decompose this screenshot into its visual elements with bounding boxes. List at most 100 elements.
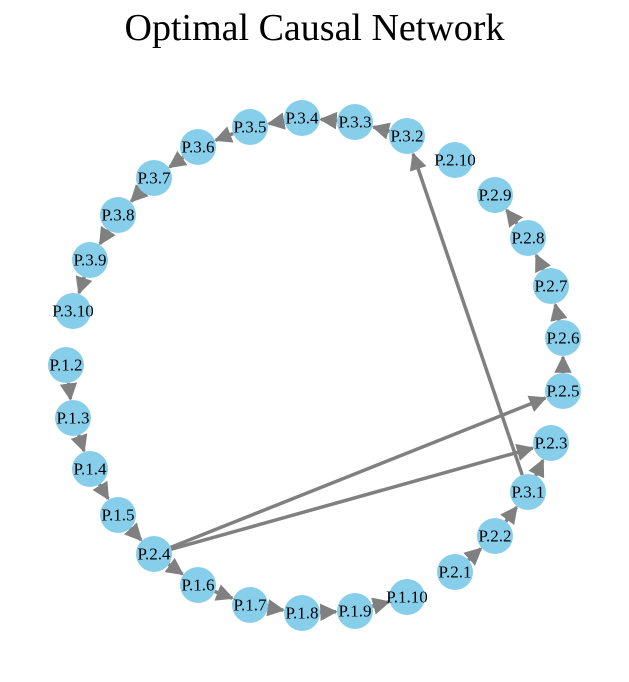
node-label: P.2.6	[546, 329, 579, 348]
node-P.2.6: P.2.6	[545, 320, 581, 356]
node-circle	[437, 554, 473, 590]
node-P.1.5: P.1.5	[100, 497, 136, 533]
node-circle	[100, 197, 136, 233]
node-circle	[180, 567, 216, 603]
node-circle	[477, 518, 513, 554]
edge-P.2.4-to-P.2.5	[170, 395, 547, 549]
edge-P.2.4-to-P.2.3	[170, 443, 535, 551]
edge-P.2.2-to-P.3.1	[500, 505, 518, 526]
node-P.1.2: P.1.2	[48, 347, 84, 383]
node-P.3.8: P.3.8	[100, 197, 136, 233]
node-P.1.7: P.1.7	[232, 587, 268, 623]
node-label: P.3.5	[233, 118, 266, 137]
node-P.2.4: P.2.4	[136, 536, 172, 572]
node-circle	[55, 400, 91, 436]
edge-P.2.4-to-P.1.6	[164, 557, 184, 576]
node-circle	[136, 536, 172, 572]
node-P.3.10: P.3.10	[52, 293, 94, 329]
node-P.2.2: P.2.2	[477, 518, 513, 554]
edge-P.1.5-to-P.2.4	[124, 522, 143, 542]
node-label: P.2.10	[434, 151, 476, 170]
edge-P.1.4-to-P.1.5	[92, 480, 110, 501]
node-label: P.3.8	[101, 206, 134, 225]
node-P.2.9: P.2.9	[477, 177, 513, 213]
node-P.1.4: P.1.4	[72, 451, 108, 487]
node-label: P.2.3	[534, 434, 567, 453]
node-label: P.1.8	[285, 604, 318, 623]
edge-P.2.6-to-P.2.7	[550, 302, 568, 322]
edge-P.1.8-to-P.1.9	[319, 603, 338, 622]
node-circle	[72, 451, 108, 487]
edge-P.3.9-to-P.3.10	[75, 275, 93, 295]
node-circle	[510, 220, 546, 256]
node-circle	[284, 595, 320, 631]
edge-P.3.8-to-P.3.9	[98, 225, 116, 246]
node-P.1.6: P.1.6	[180, 567, 216, 603]
node-P.2.1: P.2.1	[437, 554, 473, 590]
node-label: P.3.3	[338, 113, 371, 132]
node-label: P.3.4	[285, 109, 319, 128]
node-label: P.2.9	[478, 186, 511, 205]
node-circle	[545, 373, 581, 409]
node-P.3.5: P.3.5	[232, 109, 268, 145]
node-label: P.2.1	[438, 563, 471, 582]
node-circle	[48, 347, 84, 383]
edge-P.3.4-to-P.3.5	[266, 112, 286, 130]
node-circle	[545, 320, 581, 356]
node-circle	[136, 160, 172, 196]
node-label: P.1.3	[56, 409, 89, 428]
node-circle	[337, 593, 373, 629]
node-P.3.3: P.3.3	[337, 104, 373, 140]
edge-P.1.2-to-P.1.3	[59, 382, 78, 401]
node-label: P.1.9	[338, 602, 371, 621]
node-circle	[100, 497, 136, 533]
node-label: P.3.7	[137, 169, 171, 188]
node-label: P.1.5	[101, 506, 134, 525]
edge-P.3.6-to-P.3.7	[168, 150, 188, 169]
node-label: P.3.9	[73, 251, 106, 270]
node-P.2.10: P.2.10	[434, 142, 476, 178]
chart-title: Optimal Causal Network	[124, 7, 505, 49]
edge-P.1.9-to-P.1.10	[371, 597, 391, 615]
edge-P.3.2-to-P.3.3	[371, 122, 391, 140]
node-P.2.3: P.2.3	[533, 425, 569, 461]
node-P.2.7: P.2.7	[533, 268, 569, 304]
node-label: P.2.2	[478, 527, 511, 546]
node-P.2.8: P.2.8	[510, 220, 546, 256]
node-label: P.1.4	[73, 460, 107, 479]
edge-P.2.7-to-P.2.8	[534, 253, 551, 274]
node-circle	[389, 118, 425, 154]
node-circle	[533, 268, 569, 304]
node-P.3.2: P.3.2	[389, 118, 425, 154]
node-P.3.1: P.3.1	[510, 474, 546, 510]
node-P.3.6: P.3.6	[180, 129, 216, 165]
edge-P.2.8-to-P.2.9	[505, 208, 524, 228]
node-P.1.10: P.1.10	[386, 579, 428, 615]
edge-P.1.3-to-P.1.4	[70, 433, 88, 453]
node-label: P.1.6	[181, 576, 214, 595]
edge-P.3.1-to-P.3.2	[409, 152, 524, 476]
node-P.3.9: P.3.9	[72, 242, 108, 278]
node-label: P.1.7	[233, 596, 267, 615]
node-circle	[180, 129, 216, 165]
node-circle	[284, 100, 320, 136]
edge-P.3.7-to-P.3.8	[129, 183, 149, 203]
node-P.3.4: P.3.4	[284, 100, 320, 136]
node-label: P.3.10	[52, 302, 94, 321]
node-circle	[477, 177, 513, 213]
edge-P.2.1-to-P.2.2	[463, 547, 483, 566]
node-label: P.2.7	[534, 277, 568, 296]
node-label: P.1.2	[49, 356, 82, 375]
node-circle	[510, 474, 546, 510]
node-P.1.3: P.1.3	[55, 400, 91, 436]
node-label: P.2.8	[511, 229, 544, 248]
node-circle	[437, 142, 473, 178]
node-circle	[232, 587, 268, 623]
node-circle	[55, 293, 91, 329]
node-circle	[232, 109, 268, 145]
node-P.2.5: P.2.5	[545, 373, 581, 409]
edge-P.3.3-to-P.3.4	[319, 111, 338, 130]
node-label: P.2.5	[546, 382, 579, 401]
edge-P.3.1-to-P.2.3	[528, 458, 545, 479]
